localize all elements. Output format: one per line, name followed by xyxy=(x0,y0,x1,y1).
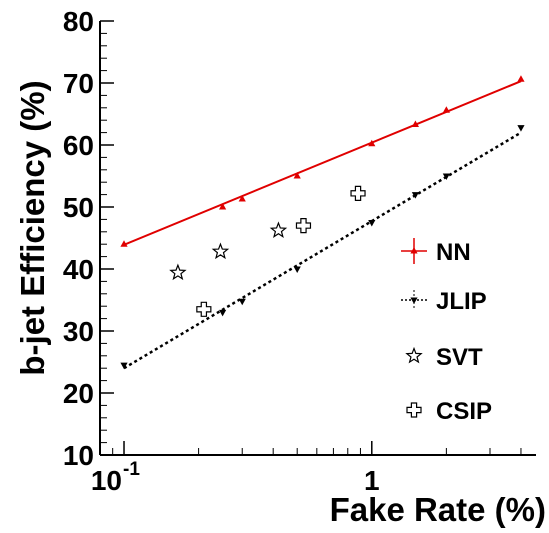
point-jlip xyxy=(219,309,227,317)
legend-item-nn: NN xyxy=(401,238,471,266)
legend-label: SVT xyxy=(436,344,483,371)
legend-item-svt: SVT xyxy=(405,344,483,371)
y-tick-label: 50 xyxy=(63,192,94,223)
point-nn xyxy=(442,106,450,113)
x-tick-label: 10 xyxy=(91,465,122,496)
point-nn xyxy=(368,139,376,147)
point-nn xyxy=(238,194,246,202)
legend-marker xyxy=(410,297,418,304)
x-tick-label: 1 xyxy=(364,465,380,496)
x-tick-exponent: -1 xyxy=(123,459,140,480)
data-points xyxy=(120,75,525,370)
legend-label: CSIP xyxy=(436,398,492,425)
fit-line-nn xyxy=(123,80,522,246)
point-nn xyxy=(219,203,227,210)
fit-lines xyxy=(123,80,522,370)
legend-marker xyxy=(410,247,418,254)
y-tick-label: 30 xyxy=(63,316,94,347)
point-nn xyxy=(411,120,420,128)
legend-item-jlip: JLIP xyxy=(401,288,487,315)
point-jlip xyxy=(411,192,420,199)
legend: NN JLIP SVT CSIP xyxy=(401,238,492,425)
point-csip xyxy=(295,218,312,234)
point-jlip xyxy=(442,173,450,180)
point-svt xyxy=(169,263,187,281)
legend-marker xyxy=(405,346,423,364)
point-jlip xyxy=(368,220,376,227)
y-tick-label: 10 xyxy=(63,440,94,471)
point-jlip xyxy=(238,298,246,306)
point-nn xyxy=(120,240,128,247)
y-tick-label: 40 xyxy=(63,254,94,285)
legend-marker xyxy=(406,402,422,418)
y-tick-label: 20 xyxy=(63,378,94,409)
y-tick-label: 70 xyxy=(63,68,94,99)
point-csip xyxy=(350,185,366,201)
point-nn xyxy=(517,75,525,82)
x-axis-title: Fake Rate (%) xyxy=(330,491,546,528)
legend-item-csip: CSIP xyxy=(406,398,492,425)
y-tick-label: 60 xyxy=(63,130,94,161)
y-axis-title: b-jet Efficiency (%) xyxy=(14,80,51,375)
point-svt xyxy=(269,221,288,238)
point-nn xyxy=(293,172,301,179)
point-jlip xyxy=(517,125,525,132)
point-svt xyxy=(211,242,230,260)
legend-label: JLIP xyxy=(436,288,487,315)
point-jlip xyxy=(120,362,128,370)
fit-line-jlip xyxy=(123,131,522,370)
legend-label: NN xyxy=(436,239,471,266)
y-tick-label: 80 xyxy=(63,6,94,37)
point-csip xyxy=(196,301,212,317)
point-jlip xyxy=(293,266,301,273)
